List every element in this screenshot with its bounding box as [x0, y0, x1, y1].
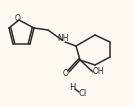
- Text: H: H: [69, 83, 75, 92]
- Text: OH: OH: [92, 68, 104, 77]
- Text: O: O: [63, 68, 69, 77]
- Text: Cl: Cl: [79, 88, 87, 97]
- Text: O: O: [15, 13, 21, 22]
- Text: NH: NH: [57, 33, 69, 42]
